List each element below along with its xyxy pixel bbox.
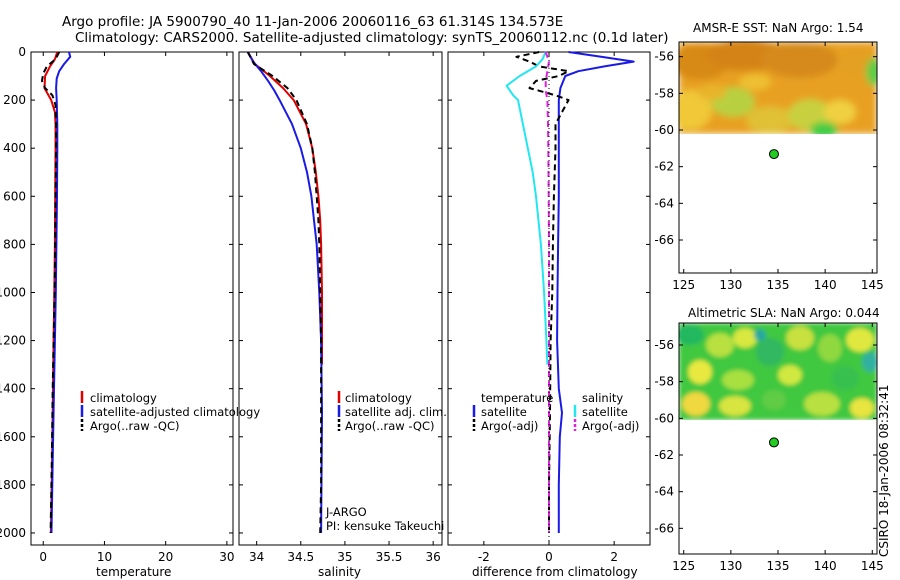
- map-y-tick-label: -62: [654, 160, 674, 174]
- legend-group-salinity: salinity: [582, 391, 623, 405]
- map-x-tick-label: 125: [672, 278, 695, 292]
- depth-tick-label: 1600: [0, 430, 26, 444]
- series-line-salinity-satellite: [505, 51, 549, 365]
- salinity-legend: climatology satellite adj. clim. Argo(..…: [325, 391, 447, 533]
- annotation-program: J-ARGO: [325, 505, 367, 519]
- legend-label-temp-argo: Argo(-adj): [481, 419, 538, 433]
- series-line-satellite-adj-clim: [246, 51, 323, 534]
- map-y-tick-label: -60: [654, 123, 674, 137]
- difference-axis-label: difference from climatology: [472, 565, 638, 579]
- sst-heatmap: [679, 42, 877, 134]
- legend-label-argo: Argo(..raw -QC): [90, 419, 180, 433]
- depth-tick-label: 800: [3, 237, 26, 251]
- legend-group-temperature: temperature: [481, 391, 553, 405]
- depth-axis: 0 200 400 600 800 1000 1200 1400 1600 1800 2000: [0, 45, 26, 540]
- sla-map-title: Altimetric SLA: NaN Argo: 0.044: [688, 306, 880, 320]
- credit-timestamp: CSIRO 18-Jan-2006 08:32:41: [877, 385, 891, 557]
- depth-tick-label: 2000: [0, 526, 26, 540]
- legend-label-argo: Argo(..raw -QC): [345, 419, 435, 433]
- temperature-plot: 0 10 20 30: [31, 51, 235, 564]
- x-tick-label: 2: [610, 550, 618, 564]
- legend-label-sal-satellite: satellite: [582, 405, 628, 419]
- x-tick-label: 0: [545, 550, 553, 564]
- map-x-tick-label: 140: [814, 559, 837, 573]
- salinity-axes: [238, 51, 443, 546]
- annotation-pi: PI: kensuke Takeuchi: [326, 519, 444, 533]
- legend-label-temp-satellite: satellite: [481, 405, 527, 419]
- map-x-tick-label: 145: [861, 278, 884, 292]
- depth-tick-label: 1800: [0, 478, 26, 492]
- map-x-tick-label: 125: [672, 559, 695, 573]
- depth-tick-label: 1200: [0, 334, 26, 348]
- temperature-legend: climatology satellite-adjusted climatolo…: [80, 391, 260, 433]
- legend-label-climatology: climatology: [345, 391, 412, 405]
- depth-tick-label: 1400: [0, 382, 26, 396]
- map-y-tick-label: -56: [654, 50, 674, 64]
- series-line-climatology: [246, 51, 323, 365]
- x-tick-label: 20: [158, 550, 173, 564]
- map-y-tick-label: -60: [654, 411, 674, 425]
- x-tick-label: 34.5: [287, 550, 314, 564]
- x-tick-label: 36: [426, 550, 441, 564]
- series-line-argo-raw-qc: [246, 51, 323, 534]
- series-line-temperature-satellite: [556, 51, 635, 533]
- depth-tick-label: 1000: [0, 285, 26, 299]
- sla-map-ticks: 125 130 135 140 145 -56 -58 -60 -62 -64 -66: [654, 323, 884, 573]
- map-y-tick-label: -64: [654, 485, 674, 499]
- salinity-axis-label: salinity: [318, 565, 361, 579]
- x-tick-label: 30: [219, 550, 234, 564]
- depth-tick-label: 200: [3, 93, 26, 107]
- legend-label-sal-argo: Argo(-adj): [582, 419, 639, 433]
- map-x-tick-label: 135: [767, 559, 790, 573]
- map-x-tick-label: 135: [767, 278, 790, 292]
- depth-tick-label: 0: [18, 45, 26, 59]
- map-y-tick-label: -56: [654, 338, 674, 352]
- legend-label-satellite: satellite adj. clim.: [345, 405, 447, 419]
- sst-argo-location-marker: [768, 149, 779, 160]
- series-line-argo-raw-qc: [41, 51, 61, 534]
- map-x-tick-label: 130: [719, 559, 742, 573]
- legend-label-climatology: climatology: [90, 391, 157, 405]
- map-x-tick-label: 140: [814, 278, 837, 292]
- legend-label-satellite: satellite-adjusted climatology: [90, 405, 260, 419]
- difference-legend: temperature salinity satellite Argo(-adj…: [472, 391, 639, 433]
- header-line-2: Climatology: CARS2000. Satellite-adjuste…: [75, 30, 668, 46]
- series-line-temperature-argo-adj: [515, 51, 570, 533]
- x-tick-label: 10: [97, 550, 112, 564]
- x-tick-label: 35: [337, 550, 352, 564]
- map-y-tick-label: -62: [654, 448, 674, 462]
- map-y-tick-label: -66: [654, 233, 674, 247]
- map-y-tick-label: -64: [654, 196, 674, 210]
- map-x-tick-label: 145: [861, 559, 884, 573]
- sla-heatmap: [679, 323, 877, 420]
- salinity-plot: 34 34.5 35 35.5 36: [239, 51, 442, 564]
- x-tick-label: -2: [478, 550, 490, 564]
- map-x-tick-label: 130: [719, 278, 742, 292]
- header-line-1: Argo profile: JA 5900790_40 11-Jan-2006 …: [62, 14, 563, 30]
- sla-argo-location-marker: [768, 437, 779, 448]
- sst-map-title: AMSR-E SST: NaN Argo: 1.54: [693, 21, 863, 35]
- x-tick-label: 34: [249, 550, 264, 564]
- map-y-tick-label: -58: [654, 86, 674, 100]
- series-line-satellite-adjusted-climatology: [50, 51, 72, 534]
- map-y-tick-label: -66: [654, 521, 674, 535]
- depth-tick-label: 600: [3, 189, 26, 203]
- temperature-axis-label: temperature: [96, 565, 171, 579]
- map-y-tick-label: -58: [654, 375, 674, 389]
- x-tick-label: 35.5: [376, 550, 403, 564]
- sst-map-ticks: 125 130 135 140 145 -56 -58 -60 -62 -64 -66: [654, 42, 884, 292]
- x-tick-label: 0: [39, 550, 47, 564]
- temperature-axes: [30, 51, 234, 546]
- depth-tick-label: 400: [3, 141, 26, 155]
